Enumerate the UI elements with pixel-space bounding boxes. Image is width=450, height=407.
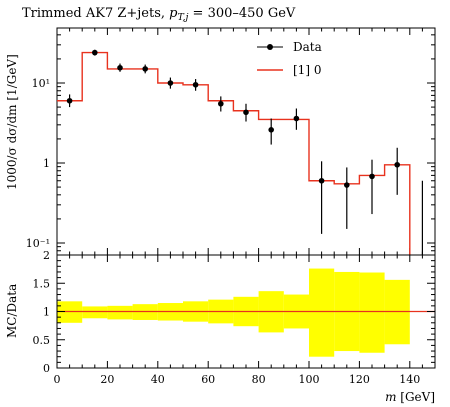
- main-axis-ticks: [56, 28, 436, 255]
- mc-histogram: [57, 51, 411, 255]
- ratio-plot-panel: 0 20 40 60 80 100 120 140 0 0.5 1 1.5 2 MC/Data m [G…: [5, 249, 436, 404]
- data-point: [344, 182, 350, 188]
- xtick-label: 120: [349, 373, 370, 386]
- legend-data-marker: [267, 44, 273, 50]
- ratio-band-bin: [309, 268, 335, 357]
- ratio-ytick-label: 0: [43, 362, 50, 375]
- xtick-label: 40: [151, 373, 165, 386]
- xtick-label: 0: [54, 373, 61, 386]
- ratio-band-bin: [82, 306, 108, 319]
- ratio-band-bin: [107, 305, 133, 320]
- main-plot-frame: [56, 27, 436, 256]
- data-point: [142, 66, 148, 72]
- data-point: [192, 81, 199, 88]
- xtick-label: 60: [201, 373, 215, 386]
- data-point: [369, 173, 375, 180]
- legend-data-label: Data: [293, 40, 322, 54]
- ratio-ytick-label: 1.5: [33, 277, 51, 290]
- data-point: [92, 49, 98, 56]
- data-point: [66, 97, 73, 104]
- ratio-ylabel: MC/Data: [5, 284, 19, 338]
- xtick-label: 20: [100, 373, 114, 386]
- ratio-ytick-label: 0.5: [33, 334, 51, 347]
- data-point: [268, 127, 275, 133]
- data-point: [293, 115, 300, 122]
- data-point: [117, 64, 123, 71]
- ratio-band-bin: [359, 272, 385, 353]
- data-point: [318, 177, 325, 184]
- mc-histogram-line: [57, 51, 411, 255]
- x-axis-label: m [GeV]: [385, 390, 435, 404]
- chart-title: Trimmed AK7 Z+jets, pT,j = 300–450 GeV: [22, 6, 296, 23]
- xtick-label: 80: [252, 373, 266, 386]
- legend: Data [1] 0: [257, 40, 322, 77]
- ytick-label-10: 10¹: [32, 77, 50, 90]
- data-points: [66, 49, 423, 255]
- data-point: [167, 80, 174, 86]
- xtick-label: 140: [399, 373, 420, 386]
- data-point: [243, 109, 249, 116]
- ytick-label-1: 1: [43, 157, 50, 170]
- ratio-ytick-label: 2: [43, 249, 50, 262]
- ratio-band: [57, 268, 410, 357]
- main-ylabel: 1000/σ dσ/dm [1/GeV]: [5, 54, 19, 190]
- xtick-label: 100: [299, 373, 320, 386]
- ratio-axis-ticks: 0 20 40 60 80 100 120 140 0 0.5 1 1.5 2: [33, 249, 436, 386]
- ytick-label-0.1: 10⁻¹: [26, 237, 50, 250]
- ratio-ytick-label: 1: [43, 306, 50, 319]
- main-plot-panel: 10¹ 1 10⁻¹ 1000/σ dσ/dm [1/GeV] Data [1]…: [5, 27, 436, 256]
- data-point: [394, 161, 401, 168]
- data-point: [218, 100, 224, 107]
- legend-mc-label: [1] 0: [293, 63, 321, 77]
